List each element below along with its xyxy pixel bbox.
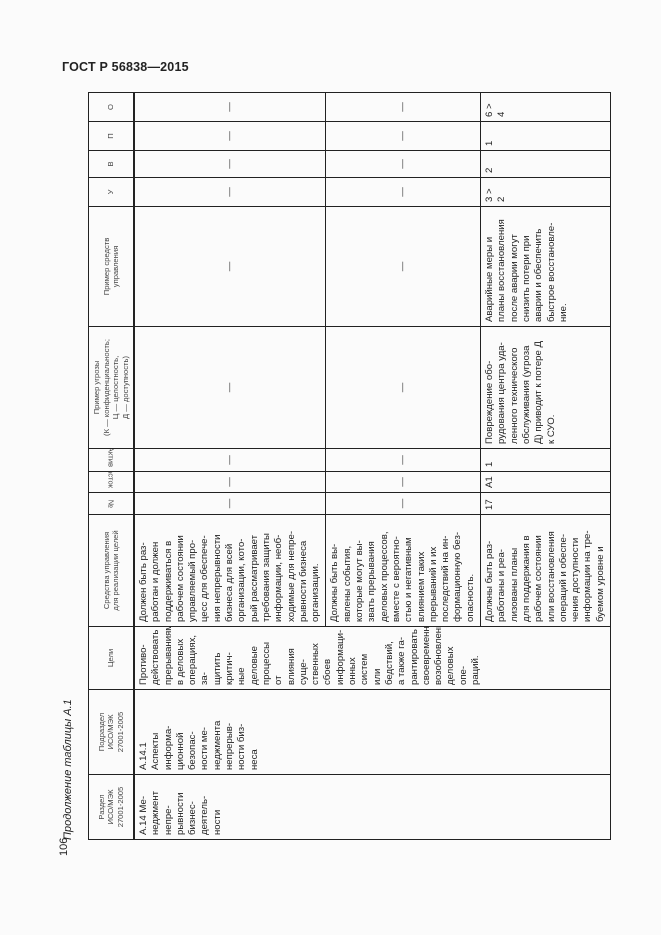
u-cell: 3 > 2 — [480, 177, 611, 207]
col-header-section: Раздел ИСО/МЭК 27001-2005 — [88, 774, 134, 840]
col-header-number-text: № — [106, 499, 116, 508]
col-header-asset-text: Актив — [106, 448, 116, 468]
controls-cell: Должны быть вы- явлены события, которые … — [325, 514, 481, 627]
o-cell: — — [325, 92, 481, 122]
u-cell: — — [134, 177, 326, 207]
o-cell: 6 > 4 — [480, 92, 611, 122]
measure-cell: Аварийные меры и планы восстановления по… — [480, 206, 611, 327]
document-title: ГОСТ Р 56838—2015 — [62, 60, 189, 74]
threat-cell: Повреждение обо- рудования центра уда- л… — [480, 326, 611, 449]
col-header-asset: Актив — [88, 448, 134, 472]
header-row: Раздел ИСО/МЭК 27001-2005 Подраздел ИСО/… — [88, 92, 134, 840]
col-header-subsection: Подраздел ИСО/МЭК 27001-2005 — [88, 689, 134, 775]
col-header-v: В — [88, 150, 134, 178]
col-header-area-text: Участок — [106, 471, 116, 489]
number-cell: 17 — [480, 492, 611, 515]
p-cell: 1 — [480, 121, 611, 151]
area-cell: — — [325, 471, 481, 493]
number-cell: — — [325, 492, 481, 515]
col-header-u: У — [88, 177, 134, 207]
measure-cell: — — [134, 206, 326, 327]
col-header-o: О — [88, 92, 134, 122]
number-cell: — — [134, 492, 326, 515]
controls-cell: Должны быть раз- работаны и реа- лизован… — [480, 514, 611, 627]
threat-cell: — — [325, 326, 481, 449]
asset-cell: 1 — [480, 448, 611, 472]
o-cell: — — [134, 92, 326, 122]
section-cell: А.14 Ме- неджмент непре- рывности бизнес… — [134, 774, 611, 840]
p-cell: — — [134, 121, 326, 151]
table-caption: Продолжение таблицы А.1 — [62, 699, 74, 840]
goals-cell: Противо- действовать прерываниям в делов… — [134, 626, 611, 690]
col-header-area: Участок — [88, 471, 134, 493]
area-cell: — — [134, 471, 326, 493]
asset-cell: — — [134, 448, 326, 472]
col-header-measure: Пример средств управления — [88, 206, 134, 327]
v-cell: 2 — [480, 150, 611, 178]
risk-table: Раздел ИСО/МЭК 27001-2005 Подраздел ИСО/… — [88, 92, 611, 840]
threat-cell: — — [134, 326, 326, 449]
u-cell: — — [325, 177, 481, 207]
col-header-threat: Пример угрозы (К — конфиденциальность; Ц… — [88, 326, 134, 449]
subsection-cell: А.14.1 Аспекты информа- ционной безопас-… — [134, 689, 611, 775]
measure-cell: — — [325, 206, 481, 327]
area-cell: А1 — [480, 471, 611, 493]
v-cell: — — [134, 150, 326, 178]
col-header-number: № — [88, 492, 134, 515]
rotated-table-container: Раздел ИСО/МЭК 27001-2005 Подраздел ИСО/… — [88, 92, 611, 840]
controls-cell: Должен быть раз- работан и должен поддер… — [134, 514, 326, 627]
page-number: 106 — [58, 837, 70, 856]
asset-cell: — — [325, 448, 481, 472]
p-cell: — — [325, 121, 481, 151]
col-header-controls: Средства управления для реализации целей — [88, 514, 134, 627]
table-row: А.14 Ме- неджмент непре- рывности бизнес… — [134, 92, 611, 840]
col-header-p: П — [88, 121, 134, 151]
col-header-goals: Цели — [88, 626, 134, 690]
v-cell: — — [325, 150, 481, 178]
